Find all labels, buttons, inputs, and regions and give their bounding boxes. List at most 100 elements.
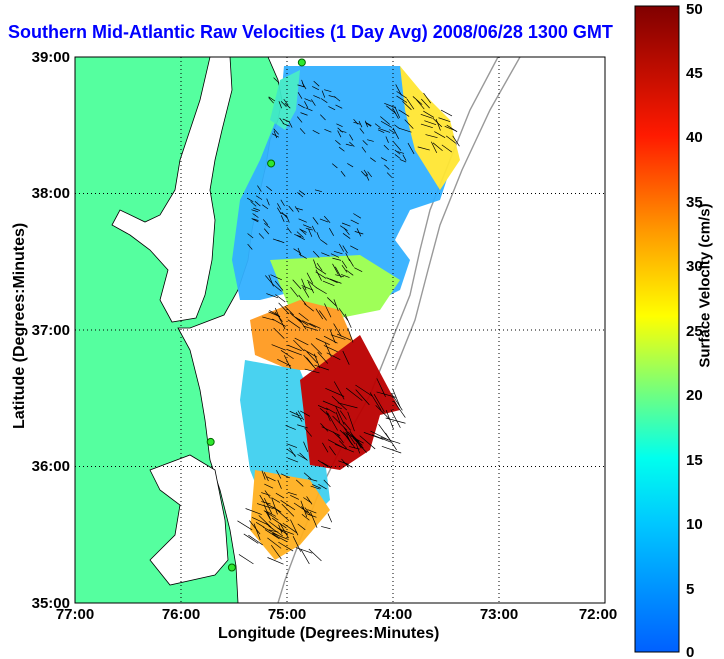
velocity-vector — [282, 522, 298, 534]
velocity-vector — [345, 269, 354, 276]
velocity-vector — [407, 142, 415, 155]
velocity-vector — [348, 258, 354, 267]
velocity-vector — [277, 315, 286, 330]
velocity-vector — [319, 239, 328, 245]
velocity-vector — [420, 123, 433, 129]
velocity-vector — [315, 269, 322, 281]
velocity-vector — [385, 432, 397, 451]
velocity-vector — [301, 285, 314, 291]
velocity-vector — [301, 278, 307, 291]
velocity-vector — [271, 544, 282, 560]
velocity-vector — [295, 316, 309, 326]
velocity-vector — [255, 195, 263, 200]
velocity-vector — [399, 159, 407, 163]
velocity-vector — [299, 228, 307, 235]
velocity-vector — [306, 351, 318, 364]
velocity-vector — [280, 499, 296, 511]
velocity-vector — [294, 206, 300, 213]
velocity-vector — [355, 439, 364, 449]
velocity-vector — [315, 287, 327, 295]
velocity-vector — [261, 470, 266, 480]
radar-station-marker — [206, 437, 215, 446]
velocity-vector — [353, 121, 361, 125]
velocity-vector — [321, 526, 331, 530]
velocity-vector — [292, 536, 302, 552]
velocity-vector — [299, 128, 306, 135]
grid — [75, 57, 605, 603]
velocity-vector — [361, 146, 367, 153]
x-tick-label: 72:00 — [579, 606, 617, 623]
velocity-vector — [347, 327, 354, 343]
velocity-vector — [297, 116, 303, 123]
velocity-vector — [367, 139, 374, 142]
velocity-vector — [359, 128, 365, 134]
colorbar-tick-label: 0 — [686, 644, 694, 659]
y-tick-label: 39:00 — [32, 49, 70, 66]
velocity-vector — [329, 278, 342, 284]
velocity-vector — [303, 497, 312, 504]
velocity-vector — [246, 197, 254, 203]
velocity-vector — [280, 473, 290, 479]
plot-area — [75, 57, 605, 603]
velocity-vector — [271, 133, 279, 138]
velocity-vector — [289, 312, 302, 323]
velocity-vector — [327, 297, 337, 307]
velocity-vector — [247, 233, 254, 239]
velocity-vector — [281, 503, 295, 517]
velocity-vector — [343, 227, 350, 236]
velocity-vector — [339, 429, 349, 438]
velocity-vector — [425, 134, 438, 139]
velocity-vector — [345, 435, 353, 446]
velocity-vector — [298, 312, 309, 321]
velocity-vector — [309, 323, 321, 329]
field-north-west — [270, 70, 300, 130]
velocity-vector — [406, 98, 415, 110]
velocity-vector — [315, 271, 327, 279]
velocity-vector — [383, 144, 389, 151]
velocity-vector — [262, 219, 269, 225]
velocity-vector — [345, 143, 353, 147]
velocity-vector — [342, 233, 351, 239]
velocity-vector — [315, 267, 327, 275]
velocity-vector — [445, 135, 457, 144]
velocity-vector — [250, 201, 257, 207]
velocity-vector — [251, 209, 259, 213]
velocity-vector — [280, 215, 285, 222]
velocity-vector — [287, 319, 301, 329]
velocity-vector — [384, 164, 390, 170]
velocity-vector — [264, 490, 271, 499]
velocity-vector — [321, 90, 326, 98]
velocity-vector — [452, 135, 460, 147]
velocity-vector — [326, 277, 338, 284]
velocity-vector — [261, 501, 271, 505]
velocity-vector — [311, 225, 316, 233]
velocity-vector — [333, 299, 339, 312]
velocity-vector — [347, 411, 355, 432]
velocity-vector — [328, 95, 337, 98]
velocity-vector — [304, 507, 311, 516]
velocity-vector — [432, 142, 443, 151]
velocity-vector — [293, 339, 305, 352]
velocity-vector — [322, 400, 342, 410]
velocity-vector — [295, 547, 313, 554]
velocity-vector — [289, 447, 296, 458]
velocity-vector — [297, 192, 304, 198]
velocity-vector — [332, 263, 339, 275]
velocity-vector — [345, 431, 351, 443]
velocity-vector — [335, 140, 341, 145]
velocity-vector — [332, 415, 348, 431]
velocity-vector — [262, 526, 279, 536]
velocity-vector — [261, 492, 271, 496]
velocity-vector — [283, 355, 292, 370]
velocity-vector — [278, 302, 290, 315]
velocity-vector — [304, 427, 312, 437]
velocity-vector — [251, 517, 268, 525]
velocity-vector — [314, 353, 321, 369]
velocity-vector — [399, 128, 412, 133]
velocity-vector — [402, 100, 412, 111]
velocity-vector — [253, 207, 261, 211]
velocity-vector — [290, 494, 300, 500]
velocity-vectors — [237, 77, 460, 565]
velocity-vector — [421, 98, 430, 109]
velocity-vector — [355, 442, 361, 454]
